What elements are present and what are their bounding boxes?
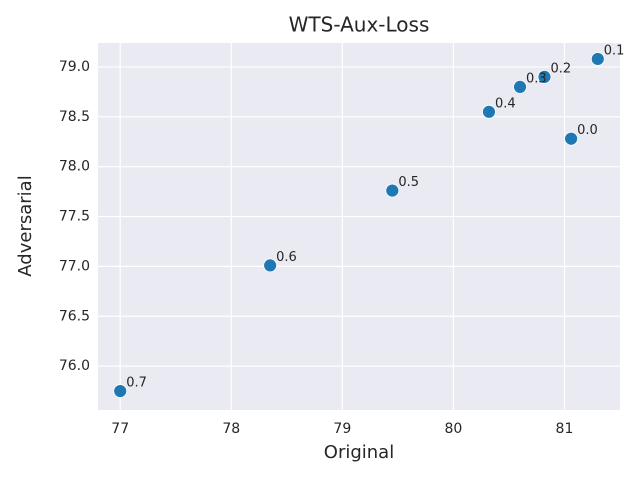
point <box>513 79 527 94</box>
x-axis-label: Original <box>324 442 394 463</box>
y-tick-label: 77.0 <box>59 258 90 274</box>
x-tick-label: 81 <box>556 421 574 437</box>
point <box>590 52 605 66</box>
point-label: 0.2 <box>550 61 571 76</box>
x-tick-label: 78 <box>222 421 240 437</box>
point-label: 0.1 <box>604 43 625 58</box>
point-label: 0.4 <box>495 96 516 111</box>
point-label: 0.6 <box>276 250 297 265</box>
point-label: 0.0 <box>577 123 598 138</box>
y-tick-label: 78.0 <box>59 159 90 175</box>
point-label: 0.7 <box>126 376 147 391</box>
point <box>385 183 400 198</box>
point-label: 0.3 <box>526 71 547 86</box>
y-tick-label: 76.5 <box>59 308 90 324</box>
x-tick-label: 79 <box>333 421 351 437</box>
point <box>113 384 128 398</box>
point-label: 0.5 <box>398 175 419 190</box>
y-tick-label: 79.0 <box>59 59 90 75</box>
chart-title: WTS-Aux-Loss <box>289 13 430 37</box>
point <box>564 131 579 146</box>
point <box>482 104 496 119</box>
y-tick-label: 77.5 <box>59 209 90 225</box>
x-tick-label: 77 <box>111 421 129 437</box>
point <box>263 258 278 273</box>
x-tick-label: 80 <box>444 421 462 437</box>
y-tick-label: 78.5 <box>59 109 90 125</box>
plot-area <box>98 43 620 410</box>
point <box>537 70 552 84</box>
y-axis-label: Adversarial <box>15 175 36 276</box>
y-tick-label: 76.0 <box>59 358 90 374</box>
